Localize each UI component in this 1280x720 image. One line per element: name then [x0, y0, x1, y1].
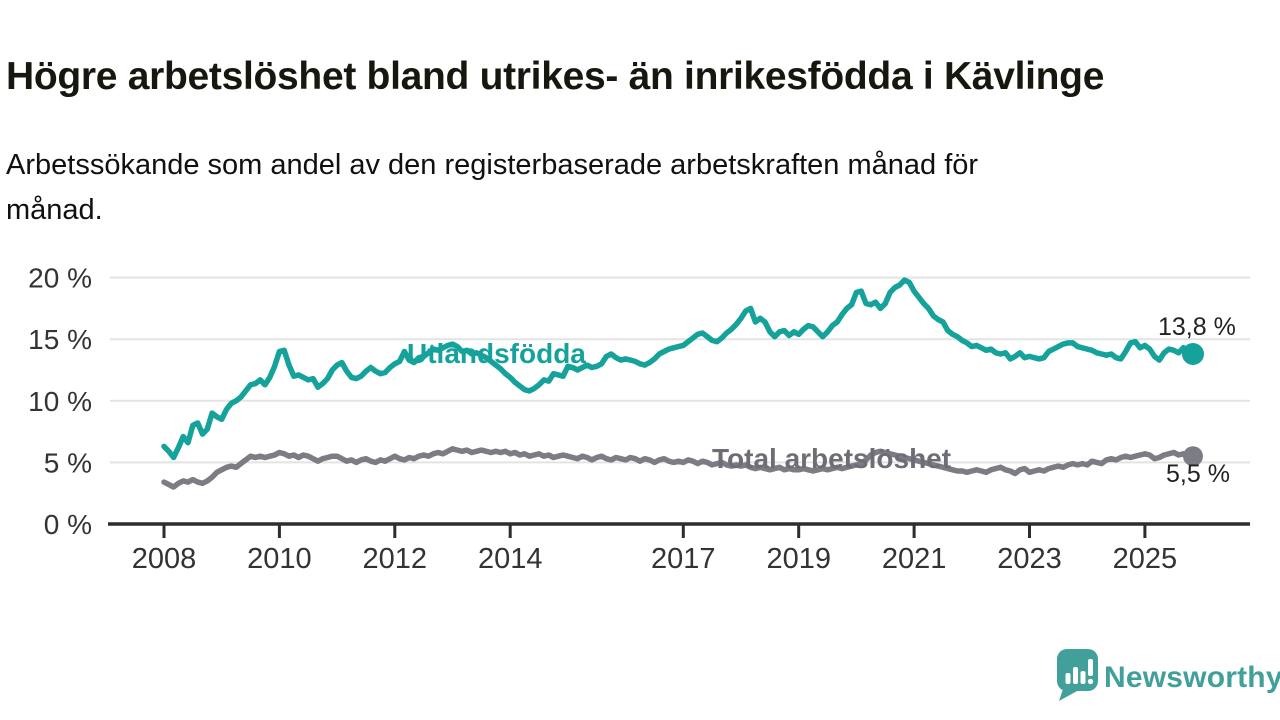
endpoint-dot-total: [1182, 446, 1203, 467]
y-tick-label: 0 %: [44, 509, 92, 540]
series-label-total: Total arbetslöshet: [712, 443, 952, 474]
newsworthy-logo: Newsworthy: [1055, 648, 1280, 704]
y-tick-label: 10 %: [28, 386, 92, 417]
newsworthy-logo-icon: [1057, 649, 1098, 701]
series-label-utlandsfodda: Utlandsfödda: [407, 338, 586, 369]
x-tick-label: 2023: [997, 543, 1062, 575]
subtitle-line-1: Arbetssökande som andel av den registerb…: [6, 149, 979, 181]
end-label-total: 5,5 %: [1166, 460, 1230, 488]
page-title: Högre arbetslöshet bland utrikes- än inr…: [6, 55, 1105, 99]
exclamation-icon: [1088, 659, 1093, 676]
end-label-utlandsfodda: 13,8 %: [1158, 313, 1236, 341]
x-tick-label: 2008: [132, 543, 197, 575]
subtitle-line-2: månad.: [6, 194, 103, 226]
page-subtitle: Arbetssökande som andel av den registerb…: [6, 143, 1206, 233]
x-tick-label: 2014: [478, 543, 543, 575]
y-tick-label: 5 %: [44, 447, 92, 478]
x-tick-label: 2021: [882, 543, 947, 575]
x-tick-label: 2010: [247, 543, 312, 575]
x-tick-label: 2025: [1113, 543, 1178, 575]
x-tick-label: 2012: [363, 543, 428, 575]
x-tick-label: 2019: [766, 543, 831, 575]
y-tick-label: 15 %: [28, 324, 92, 355]
y-tick-label: 20 %: [28, 263, 92, 294]
series-line-utlandsfodda: [161, 277, 1196, 461]
endpoint-dot-utlandsfodda: [1181, 342, 1204, 365]
x-tick-label: 2017: [651, 543, 716, 575]
bar-chart-icon: [1065, 673, 1071, 684]
series-line-total: [161, 446, 1196, 490]
newsworthy-logo-text: Newsworthy: [1104, 661, 1280, 694]
